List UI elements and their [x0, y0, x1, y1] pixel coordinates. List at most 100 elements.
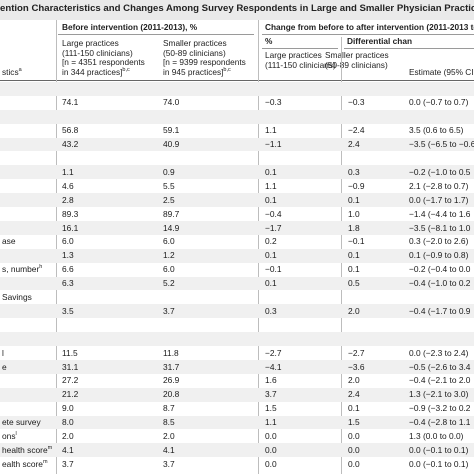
cell-estimate: 2.1 (−2.8 to 0.7)	[409, 180, 469, 191]
cell-estimate: 0.0 (−0.7 to 0.7)	[409, 97, 469, 108]
cell-before-large: 3.7	[62, 458, 74, 469]
cell-change-large: −0.3	[265, 97, 282, 108]
cell-estimate: 1.3 (0.0 to 0.0)	[409, 431, 464, 441]
cell-before-large: 1.3	[62, 250, 74, 261]
cell-change-smaller: 0.1	[348, 264, 360, 275]
cell-estimate: −0.4 (−1.7 to 0.9	[409, 305, 471, 316]
row-shade	[0, 221, 474, 235]
cell-before-smaller: 14.9	[163, 222, 180, 233]
cell-change-smaller: −3.6	[348, 361, 365, 372]
cell-change-large: 0.2	[265, 236, 277, 247]
cell-before-large: 1.1	[62, 166, 74, 177]
cell-before-smaller: 6.0	[163, 264, 175, 275]
column-separator	[258, 20, 259, 474]
cell-estimate: 0.0 (−1.7 to 1.7)	[409, 194, 469, 205]
cell-before-smaller: 11.8	[163, 347, 179, 358]
cell-change-smaller: 0.3	[348, 166, 360, 177]
header-chg-large-line1: Large practices	[265, 50, 322, 60]
header-large-line1: Large practices	[62, 38, 119, 48]
cell-before-smaller: 8.7	[163, 403, 175, 414]
cell-estimate: −0.4 (−1.0 to 0.2	[409, 278, 471, 289]
cell-estimate: −3.5 (−8.1 to 1.0	[409, 222, 471, 233]
cell-change-smaller: −2.7	[348, 347, 365, 358]
cell-change-smaller: 0.0	[348, 431, 360, 441]
header-large-line4: in 344 practices]b,c	[62, 66, 130, 77]
cell-change-large: 1.1	[265, 125, 277, 136]
cell-before-smaller: 59.1	[163, 125, 180, 136]
header-diff-subgroup: Differential chan	[347, 36, 413, 46]
header-pct-subgroup: %	[265, 36, 273, 46]
row-label: ealth scorem	[2, 458, 48, 469]
cell-before-smaller: 4.1	[163, 444, 175, 455]
cell-before-large: 8.0	[62, 417, 74, 428]
cell-before-large: 11.5	[62, 347, 78, 358]
cell-before-large: 31.1	[62, 361, 79, 372]
row-label: onsl	[2, 431, 17, 441]
cell-before-smaller: 3.7	[163, 458, 175, 469]
row-shade	[0, 332, 474, 347]
row-shade	[0, 82, 474, 96]
row-label: e	[2, 361, 7, 372]
row-label: health scorem	[2, 444, 53, 455]
cell-estimate: −0.9 (−3.2 to 0.2	[409, 403, 471, 414]
cell-change-large: −0.1	[265, 264, 282, 275]
cell-change-large: 1.1	[265, 417, 277, 428]
header-row-label: sticsa	[2, 66, 22, 77]
cell-estimate: 0.0 (−2.3 to 2.4)	[409, 347, 469, 358]
cell-before-smaller: 5.5	[163, 180, 175, 191]
cell-change-large: 1.6	[265, 375, 277, 386]
header-before-group: Before intervention (2011-2013), %	[62, 22, 198, 32]
cell-change-large: −2.7	[265, 347, 282, 358]
column-separator	[56, 20, 57, 474]
cell-change-smaller: −2.4	[348, 125, 365, 136]
cell-change-large: −0.4	[265, 208, 282, 219]
row-label: Savings	[2, 292, 32, 302]
cell-change-smaller: 0.0	[348, 458, 360, 469]
cell-change-large: 0.1	[265, 166, 277, 177]
header-smaller-line1: Smaller practices	[163, 38, 227, 48]
cell-before-smaller: 26.9	[163, 375, 180, 386]
row-shade	[0, 137, 474, 152]
cell-before-large: 9.0	[62, 403, 74, 414]
cell-before-large: 56.8	[62, 125, 79, 136]
cell-before-smaller: 74.0	[163, 97, 180, 108]
cell-change-smaller: 2.0	[348, 375, 360, 386]
cell-before-smaller: 2.0	[163, 431, 175, 441]
cell-estimate: −0.5 (−2.6 to 3.4	[409, 361, 471, 372]
cell-before-smaller: 20.8	[163, 389, 180, 400]
row-shade	[0, 304, 474, 319]
cell-before-smaller: 5.2	[163, 278, 175, 289]
cell-change-smaller: 1.8	[348, 222, 360, 233]
cell-change-smaller: 0.1	[348, 250, 360, 261]
header-rule-change	[262, 34, 474, 35]
cell-estimate: −3.5 (−6.5 to −0.6	[409, 139, 474, 150]
header-chg-smaller-line2: (50-89 clinicians)	[325, 59, 388, 70]
cell-before-smaller: 31.7	[163, 361, 180, 372]
cell-before-large: 43.2	[62, 139, 79, 150]
cell-change-large: 0.0	[265, 431, 277, 441]
cell-change-smaller: 2.4	[348, 139, 360, 150]
cell-change-large: −4.1	[265, 361, 282, 372]
cell-before-smaller: 2.5	[163, 194, 175, 205]
cell-before-large: 3.5	[62, 305, 74, 316]
cell-before-large: 6.6	[62, 264, 74, 275]
cell-change-smaller: 2.4	[348, 389, 360, 400]
title-bar: ention Characteristics and Changes Among…	[0, 0, 474, 20]
cell-before-large: 6.3	[62, 278, 74, 289]
cell-change-smaller: 2.0	[348, 305, 360, 316]
cell-before-large: 21.2	[62, 389, 79, 400]
row-shade	[0, 248, 474, 263]
header-rule-pct	[262, 48, 338, 49]
row-shade	[0, 193, 474, 208]
cell-change-large: 0.1	[265, 250, 277, 261]
cell-change-smaller: −0.1	[348, 236, 365, 247]
row-shade	[0, 165, 474, 180]
cell-estimate: 0.0 (−0.1 to 0.1)	[409, 444, 469, 455]
row-label: s, numberh	[2, 264, 43, 275]
header-rule-before	[58, 34, 254, 35]
row-shade	[0, 387, 474, 402]
cell-change-large: 1.5	[265, 403, 277, 414]
cell-estimate: 1.3 (−2.1 to 3.0)	[409, 389, 469, 400]
table-title: ention Characteristics and Changes Among…	[0, 3, 474, 14]
header-smaller-line4: in 945 practices]b,c	[163, 66, 231, 77]
